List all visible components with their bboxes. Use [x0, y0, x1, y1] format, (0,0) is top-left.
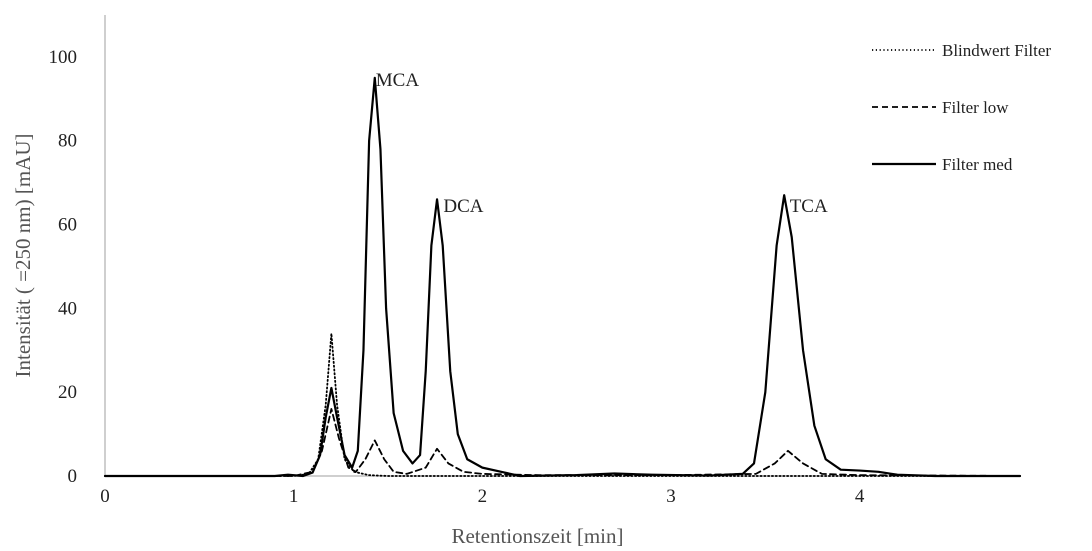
y-tick-label: 80 — [58, 131, 77, 152]
y-tick-label: 100 — [49, 47, 78, 68]
x-axis-ticks: 0 1 2 3 4 — [100, 486, 865, 507]
y-tick-label: 20 — [58, 382, 77, 403]
x-tick-label: 0 — [100, 486, 110, 507]
legend-label: Filter med — [942, 155, 1013, 174]
series-line-blindwert-filter — [104, 332, 1021, 477]
x-tick-label: 1 — [289, 486, 299, 507]
peak-label-mca: MCA — [376, 70, 420, 91]
series-layer — [103, 76, 1022, 478]
legend-label: Filter low — [942, 98, 1009, 117]
series-line-filter-low — [104, 408, 1021, 477]
peak-label-dca: DCA — [443, 196, 483, 217]
x-axis-title: Retentionszeit [min] — [451, 524, 623, 548]
x-tick-label: 4 — [855, 486, 865, 507]
x-tick-label: 3 — [666, 486, 676, 507]
series-line-filter-med — [103, 76, 1022, 478]
y-axis-title: Intensität ( =250 nm) [mAU] — [11, 134, 35, 378]
x-tick-label: 2 — [478, 486, 488, 507]
y-tick-label: 40 — [58, 298, 77, 319]
y-tick-label: 60 — [58, 215, 77, 236]
peak-label-tca: TCA — [790, 196, 828, 217]
legend: Blindwert Filter Filter low Filter med — [872, 41, 1051, 174]
y-tick-label: 0 — [68, 466, 78, 487]
y-axis-ticks: 0 20 40 60 80 100 — [49, 47, 78, 487]
peak-annotations: MCA DCA TCA — [376, 70, 828, 217]
legend-label: Blindwert Filter — [942, 41, 1051, 60]
